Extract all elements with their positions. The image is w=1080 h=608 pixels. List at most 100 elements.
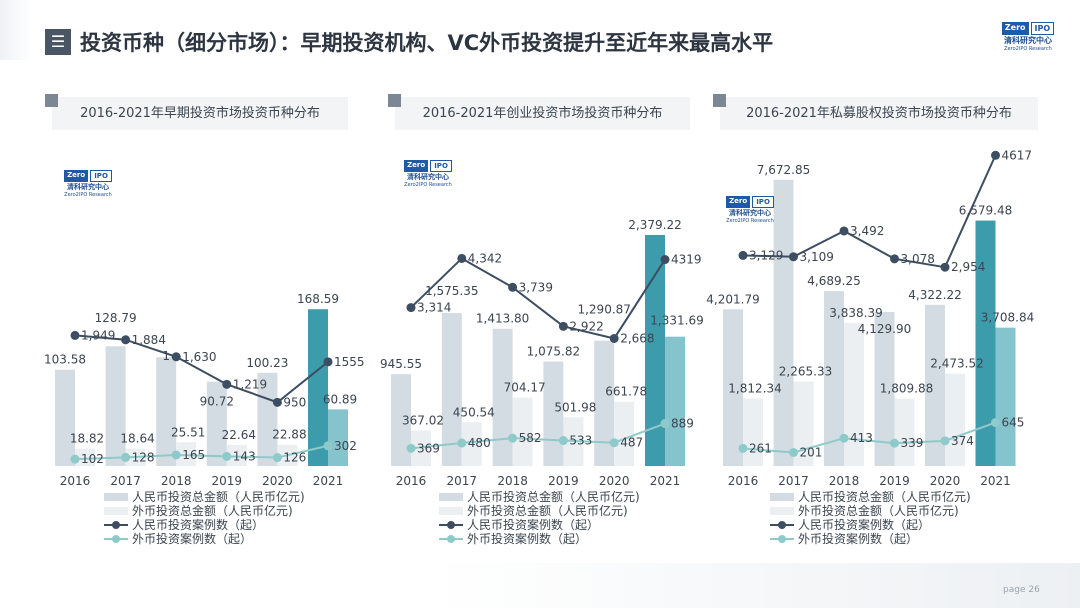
fx-count-point <box>406 443 416 453</box>
rmb-amount-label: 4,322.22 <box>908 288 961 302</box>
fx-amount-label: 22.88 <box>272 428 306 442</box>
page-title: 投资币种（细分市场）：早期投资机构、VC外币投资提升至近年来最高水平 <box>80 31 774 55</box>
fx-count-line <box>410 422 666 450</box>
watermark-logo: Zero IPO 清科研究中心 Zero2IPO Research <box>726 196 774 224</box>
rmb-amount-label: 128.79 <box>95 311 137 325</box>
rmb-amount-label: 1,075.82 <box>527 345 580 359</box>
fx-amount-bar <box>614 401 635 466</box>
legend-rmb-count: 人民币投资案例数（起） <box>770 518 971 532</box>
rmb-amount-bar <box>441 313 462 466</box>
fx-count-label: 533 <box>569 434 592 448</box>
rmb-amount-label: 1 <box>162 349 170 363</box>
fx-count-point <box>738 443 748 453</box>
rmb-amount-bar <box>975 220 996 466</box>
rmb-count-label: 3,492 <box>850 224 884 238</box>
fx-count-point <box>558 436 568 446</box>
x-tick-label: 2019 <box>212 474 243 488</box>
fx-amount-bar <box>461 422 482 466</box>
footer-band <box>0 563 1080 608</box>
fx-count-point <box>660 419 670 429</box>
rmb-amount-bar <box>55 369 75 466</box>
fx-amount-label: 2,265.33 <box>779 365 832 379</box>
x-tick-label: 2017 <box>110 474 141 488</box>
fx-count-label: 102 <box>81 452 104 466</box>
rmb-amount-bar <box>773 179 794 467</box>
fx-count-point <box>272 453 282 463</box>
rmb-amount-label: 7,672.85 <box>757 163 810 177</box>
rmb-count-label: 1,949 <box>81 328 115 342</box>
rmb-amount-bar <box>492 328 513 466</box>
rmb-count-label: 4,342 <box>468 251 502 265</box>
rmb-amount-bar <box>206 381 227 466</box>
rmb-amount-label: 4,689.25 <box>807 274 860 288</box>
x-tick-label: 2016 <box>60 474 91 488</box>
rmb-count-point <box>558 321 568 331</box>
rmb-amount-label: 4,129.90 <box>858 322 911 336</box>
chart-1-title: 2016-2021年早期投资市场投资币种分布 <box>45 94 348 130</box>
fx-count-label: 143 <box>233 449 256 463</box>
x-tick-label: 2020 <box>262 474 293 488</box>
x-tick-label: 2018 <box>161 474 192 488</box>
x-tick-label: 2019 <box>548 474 579 488</box>
fx-count-label: 201 <box>800 445 823 459</box>
fx-amount-label: 661.78 <box>605 385 647 399</box>
rmb-count-line <box>410 257 666 340</box>
fx-count-point <box>457 438 467 448</box>
legend-fx-amount: 外币投资总金额（人民币亿元) <box>770 504 971 518</box>
rmb-amount-label: 103.58 <box>44 353 86 367</box>
fx-count-label: 582 <box>519 431 542 445</box>
fx-amount-label: 18.82 <box>70 431 104 445</box>
fx-amount-bar <box>793 381 814 466</box>
chart-3-title: 2016-2021年私募股权投资市场投资币种分布 <box>713 94 1038 130</box>
fx-count-label: 645 <box>1002 416 1025 430</box>
rmb-amount-bar <box>156 357 177 466</box>
fx-count-point <box>222 451 232 461</box>
rmb-count-point <box>171 352 181 362</box>
legend-fx-count: 外币投资案例数（起） <box>770 532 971 546</box>
rmb-amount-bar <box>308 309 328 466</box>
fx-count-point <box>789 447 798 457</box>
fx-amount-bar <box>226 444 247 466</box>
x-tick-label: 2020 <box>930 474 961 488</box>
rmb-amount-label: 1,575.35 <box>425 284 478 298</box>
legend-fx-amount: 外币投资总金额（人民币亿元) <box>104 504 305 518</box>
rmb-amount-bar <box>925 304 945 466</box>
legend-rmb-count: 人民币投资案例数（起） <box>439 518 640 532</box>
fx-count-point <box>508 433 518 443</box>
fx-amount-label: 3,708.84 <box>981 311 1034 325</box>
x-tick-label: 2018 <box>829 474 860 488</box>
x-tick-label: 2016 <box>396 474 427 488</box>
fx-amount-bar <box>995 327 1016 466</box>
rmb-amount-bar <box>723 309 743 466</box>
rmb-amount-label: 168.59 <box>297 292 339 306</box>
fx-amount-bar <box>176 442 197 466</box>
fx-count-label: 413 <box>850 431 873 445</box>
rmb-count-label: 3,314 <box>417 301 451 315</box>
rmb-amount-bar <box>391 374 411 466</box>
chart-1-legend: 人民币投资总金额（人民币亿元) 外币投资总金额（人民币亿元) 人民币投资案例数（… <box>104 490 305 546</box>
rmb-count-point <box>609 333 619 343</box>
x-tick-label: 2016 <box>728 474 759 488</box>
chart-3-legend: 人民币投资总金额（人民币亿元) 外币投资总金额（人民币亿元) 人民币投资案例数（… <box>770 490 971 546</box>
rmb-count-point <box>508 282 518 292</box>
rmb-amount-bar <box>105 346 126 466</box>
fx-amount-bar <box>665 336 685 466</box>
menu-icon: ☰ <box>45 29 71 55</box>
rmb-amount-label: 100.23 <box>246 356 288 370</box>
fx-count-point <box>121 452 131 462</box>
fx-amount-label: 25.51 <box>171 425 205 439</box>
fx-count-point <box>609 438 619 448</box>
rmb-count-label: 1,219 <box>233 377 267 391</box>
rmb-count-label: 1,884 <box>132 333 166 347</box>
chart-2-legend: 人民币投资总金额（人民币亿元) 外币投资总金额（人民币亿元) 人民币投资案例数（… <box>439 490 640 546</box>
rmb-amount-label: 90.72 <box>200 395 234 409</box>
rmb-count-point <box>70 330 80 340</box>
fx-count-label: 369 <box>417 441 440 455</box>
x-tick-label: 2020 <box>599 474 630 488</box>
fx-amount-label: 2,473.52 <box>930 357 983 371</box>
fx-amount-label: 22.64 <box>222 428 256 442</box>
fx-amount-label: 367.02 <box>402 413 444 427</box>
fx-amount-label: 3,838.39 <box>829 306 882 320</box>
rmb-amount-label: 1,290.87 <box>577 303 630 317</box>
